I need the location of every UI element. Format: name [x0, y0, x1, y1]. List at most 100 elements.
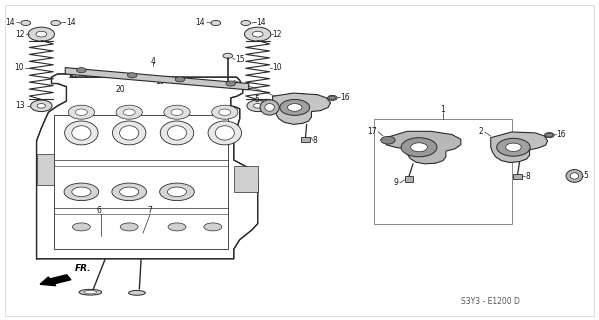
Text: 14: 14 — [66, 18, 76, 27]
Circle shape — [36, 31, 47, 37]
Text: FR.: FR. — [75, 264, 91, 273]
Text: 17: 17 — [368, 127, 377, 136]
Circle shape — [329, 96, 336, 100]
Circle shape — [252, 31, 263, 37]
Ellipse shape — [168, 126, 186, 140]
Ellipse shape — [65, 121, 98, 145]
Circle shape — [241, 20, 250, 26]
Circle shape — [401, 138, 437, 157]
Ellipse shape — [120, 223, 138, 231]
Polygon shape — [37, 74, 258, 259]
Ellipse shape — [72, 223, 90, 231]
Text: 10: 10 — [273, 63, 282, 72]
Bar — [301, 137, 310, 142]
Text: 12: 12 — [15, 30, 25, 39]
Circle shape — [172, 78, 181, 84]
Ellipse shape — [265, 104, 274, 111]
Polygon shape — [273, 93, 331, 124]
Circle shape — [84, 72, 94, 77]
Circle shape — [219, 109, 231, 116]
Circle shape — [411, 143, 428, 152]
Text: 10: 10 — [14, 63, 23, 72]
Text: 2: 2 — [479, 127, 483, 136]
Text: 9: 9 — [393, 179, 398, 188]
Circle shape — [546, 133, 553, 137]
Ellipse shape — [72, 187, 91, 197]
Polygon shape — [491, 132, 547, 163]
Bar — [37, 154, 55, 186]
Ellipse shape — [168, 187, 186, 197]
Circle shape — [280, 100, 310, 116]
Text: 8: 8 — [313, 136, 317, 145]
Bar — [513, 174, 522, 179]
Ellipse shape — [260, 100, 279, 115]
Circle shape — [37, 104, 46, 108]
Text: 18: 18 — [68, 71, 77, 80]
Ellipse shape — [204, 223, 222, 231]
Circle shape — [75, 109, 87, 116]
Circle shape — [128, 73, 137, 78]
Circle shape — [175, 77, 184, 82]
FancyArrow shape — [40, 275, 71, 286]
Circle shape — [28, 27, 55, 41]
Text: 14: 14 — [195, 18, 205, 27]
Circle shape — [381, 136, 395, 144]
Circle shape — [77, 68, 86, 73]
Ellipse shape — [570, 173, 579, 179]
Ellipse shape — [208, 121, 241, 145]
Circle shape — [211, 20, 220, 26]
Circle shape — [51, 20, 60, 26]
Circle shape — [21, 20, 31, 26]
Text: 4: 4 — [150, 57, 156, 66]
Polygon shape — [386, 131, 461, 164]
Text: 13: 13 — [273, 101, 282, 110]
Circle shape — [226, 81, 235, 86]
Ellipse shape — [566, 170, 583, 182]
Text: 13: 13 — [15, 101, 25, 110]
Circle shape — [223, 53, 232, 58]
Circle shape — [247, 100, 268, 112]
Ellipse shape — [215, 126, 234, 140]
Circle shape — [288, 104, 302, 111]
Ellipse shape — [79, 289, 102, 295]
Circle shape — [328, 95, 337, 100]
Circle shape — [244, 27, 271, 41]
Bar — [405, 176, 413, 182]
Ellipse shape — [120, 126, 139, 140]
Text: 20: 20 — [116, 85, 125, 94]
Circle shape — [31, 100, 52, 112]
Ellipse shape — [168, 223, 186, 231]
Ellipse shape — [113, 121, 146, 145]
Bar — [55, 116, 228, 249]
Text: 6: 6 — [97, 206, 102, 215]
Bar — [234, 166, 258, 192]
Ellipse shape — [161, 121, 193, 145]
Ellipse shape — [160, 183, 194, 201]
Circle shape — [116, 105, 143, 119]
Ellipse shape — [64, 183, 99, 201]
Circle shape — [497, 138, 530, 156]
Text: 16: 16 — [340, 93, 350, 102]
Circle shape — [253, 104, 262, 108]
Text: 12: 12 — [273, 30, 282, 39]
Circle shape — [123, 109, 135, 116]
Polygon shape — [65, 68, 249, 90]
Circle shape — [68, 105, 95, 119]
Circle shape — [171, 109, 183, 116]
Bar — [374, 119, 512, 224]
Circle shape — [211, 105, 238, 119]
Text: 8: 8 — [525, 172, 530, 181]
Text: 7: 7 — [148, 206, 153, 215]
Text: S3Y3 - E1200 D: S3Y3 - E1200 D — [461, 297, 520, 306]
Text: 19: 19 — [155, 77, 165, 86]
Text: 3: 3 — [300, 93, 305, 102]
Ellipse shape — [129, 291, 146, 295]
Ellipse shape — [120, 187, 139, 197]
Text: 14: 14 — [5, 18, 15, 27]
Text: 15: 15 — [235, 55, 244, 64]
Text: 5: 5 — [583, 172, 588, 180]
Circle shape — [164, 105, 190, 119]
Circle shape — [506, 143, 521, 151]
Text: 14: 14 — [256, 18, 266, 27]
Ellipse shape — [72, 126, 91, 140]
